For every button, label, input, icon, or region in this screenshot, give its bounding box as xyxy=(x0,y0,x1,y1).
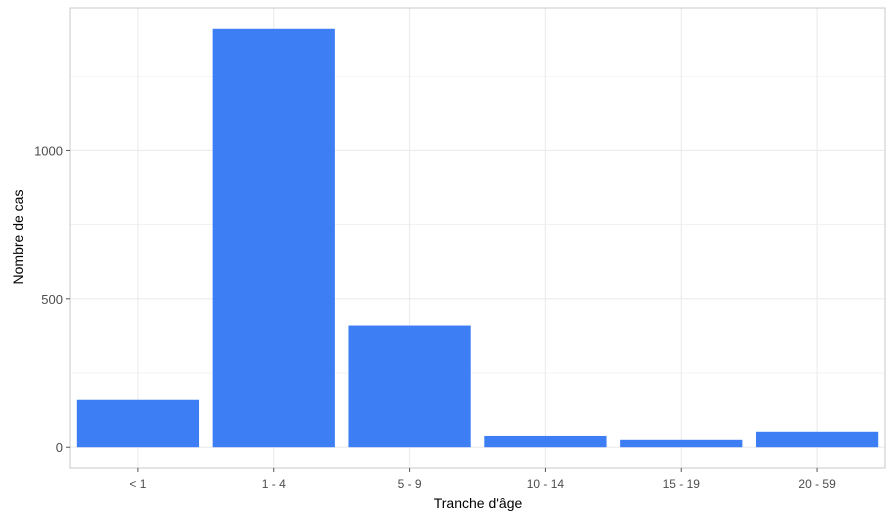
panel-border xyxy=(69,7,886,469)
x-tick-label: 5 - 9 xyxy=(398,477,422,491)
bar xyxy=(484,435,607,448)
y-axis: 0 500 1000 xyxy=(34,143,70,455)
y-tick-label: 1000 xyxy=(34,143,63,158)
x-tick-label: 10 - 14 xyxy=(527,477,565,491)
x-axis-title: Tranche d'âge xyxy=(434,495,523,511)
grid-lines xyxy=(70,8,885,468)
y-axis-title: Nombre de cas xyxy=(10,190,26,285)
bar xyxy=(755,431,879,448)
x-tick-label: < 1 xyxy=(129,477,146,491)
bar xyxy=(212,28,335,448)
x-tick-label: 15 - 19 xyxy=(663,477,701,491)
bar xyxy=(76,399,200,448)
x-tick-label: 1 - 4 xyxy=(262,477,286,491)
bars xyxy=(76,28,879,448)
x-tick-label: 20 - 59 xyxy=(798,477,836,491)
x-axis: < 1 1 - 4 5 - 9 10 - 14 15 - 19 20 - 59 xyxy=(129,468,836,491)
bar xyxy=(620,439,743,448)
bar xyxy=(348,325,471,448)
y-tick-label: 0 xyxy=(56,440,63,455)
y-tick-label: 500 xyxy=(41,292,63,307)
